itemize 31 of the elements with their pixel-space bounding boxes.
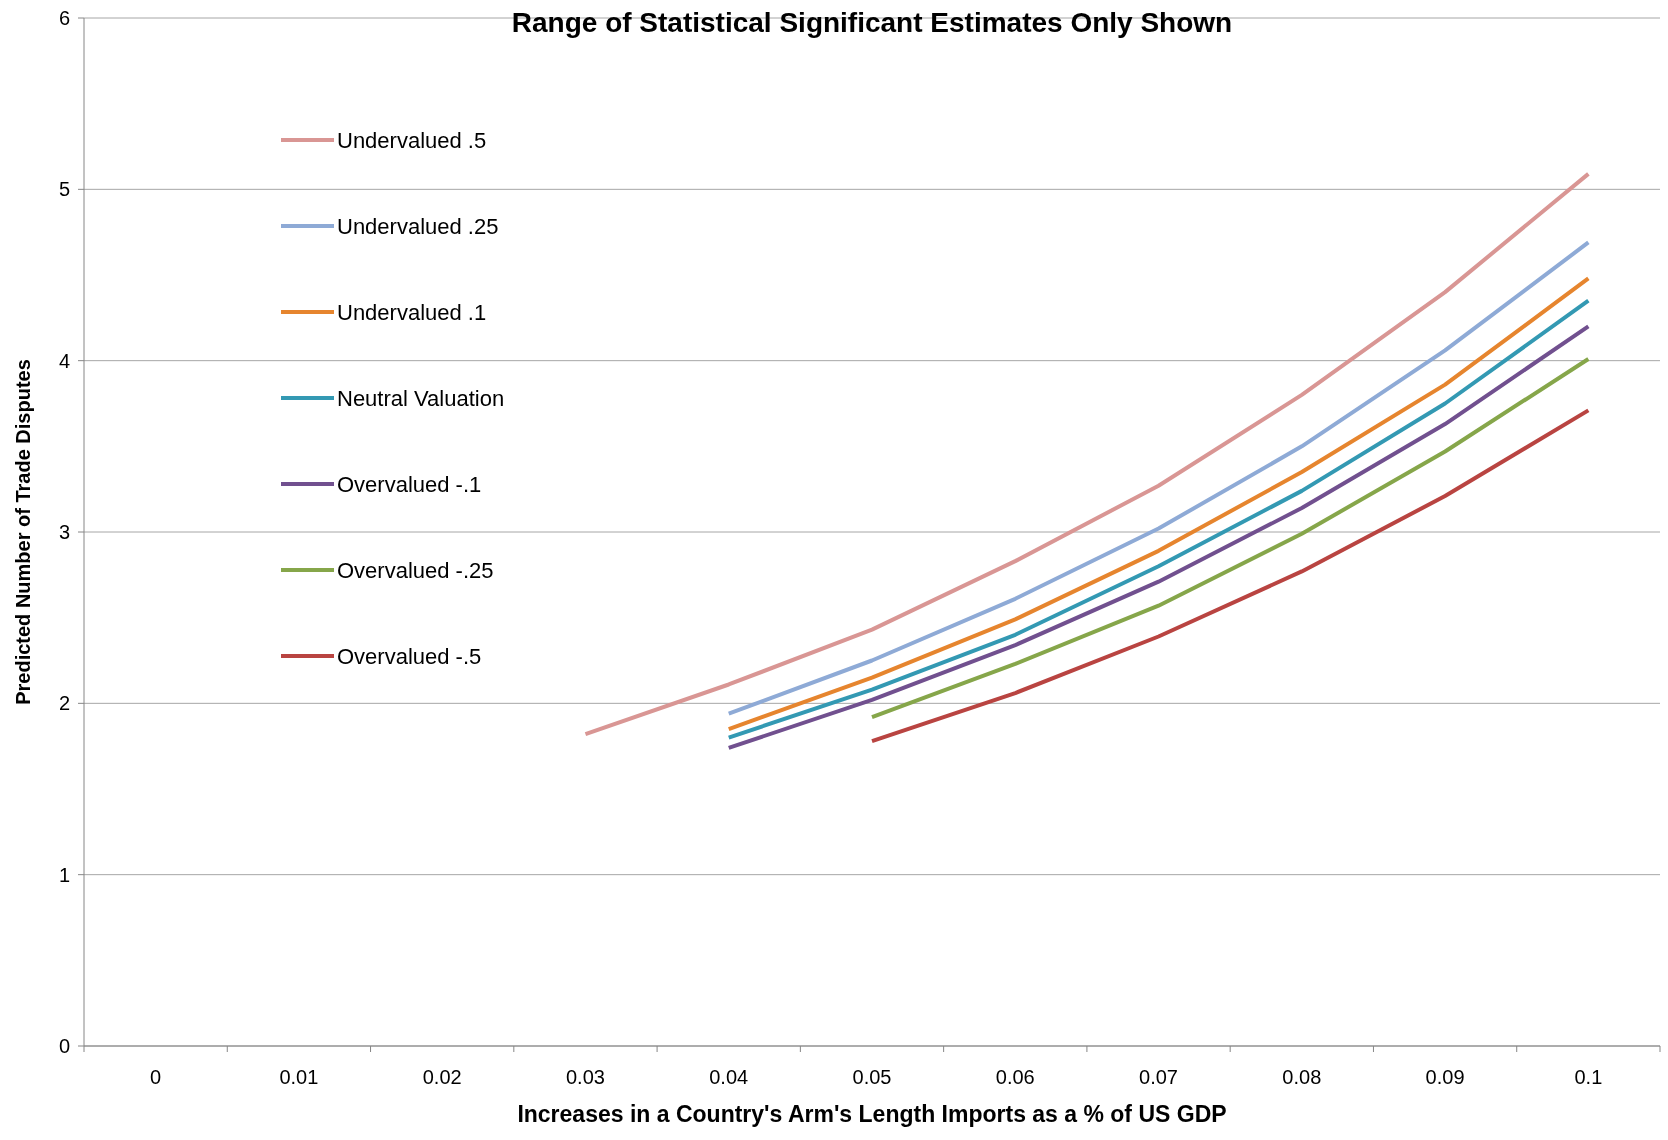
y-tick-label: 6 — [58, 7, 70, 29]
legend-label: Overvalued -.25 — [337, 557, 494, 583]
y-tick-label: 1 — [58, 863, 70, 886]
x-tick-label: 0.06 — [995, 1066, 1035, 1088]
legend-label: Overvalued -.1 — [337, 471, 482, 497]
legend-label: Overvalued -.5 — [337, 643, 482, 669]
y-tick-label: 5 — [58, 178, 70, 201]
x-tick-label: 0.07 — [1139, 1066, 1179, 1088]
legend-label: Undervalued .5 — [337, 127, 487, 153]
line-series — [870, 408, 1591, 744]
line-series — [870, 356, 1591, 720]
x-tick-label: 0.04 — [709, 1066, 749, 1088]
x-tick-label: 0.1 — [1574, 1066, 1603, 1088]
line-series — [583, 171, 1591, 737]
chart-title: Range of Statistical Significant Estimates Only Shown — [511, 7, 1233, 38]
x-tick-label: 0.01 — [279, 1066, 319, 1088]
x-tick-label: 0 — [150, 1066, 162, 1088]
x-tick-label: 0.05 — [852, 1066, 892, 1088]
x-tick-label: 0.03 — [565, 1066, 605, 1088]
legend-label: Undervalued .1 — [337, 299, 487, 325]
x-tick-label: 0.02 — [422, 1066, 462, 1088]
y-tick-label: 2 — [58, 692, 70, 715]
x-axis-title: Increases in a Country's Arm's Length Imports as a % of US GDP — [517, 1101, 1227, 1127]
x-tick-label: 0.09 — [1425, 1066, 1465, 1088]
x-tick-label: 0.08 — [1282, 1066, 1322, 1088]
legend-label: Undervalued .25 — [337, 213, 499, 239]
y-tick-label: 4 — [58, 349, 70, 372]
y-tick-label: 0 — [58, 1035, 70, 1057]
y-tick-label: 3 — [58, 521, 70, 543]
legend-label: Neutral Valuation — [337, 385, 505, 411]
y-axis-title: Predicted Number of Trade Disputes — [12, 359, 34, 705]
